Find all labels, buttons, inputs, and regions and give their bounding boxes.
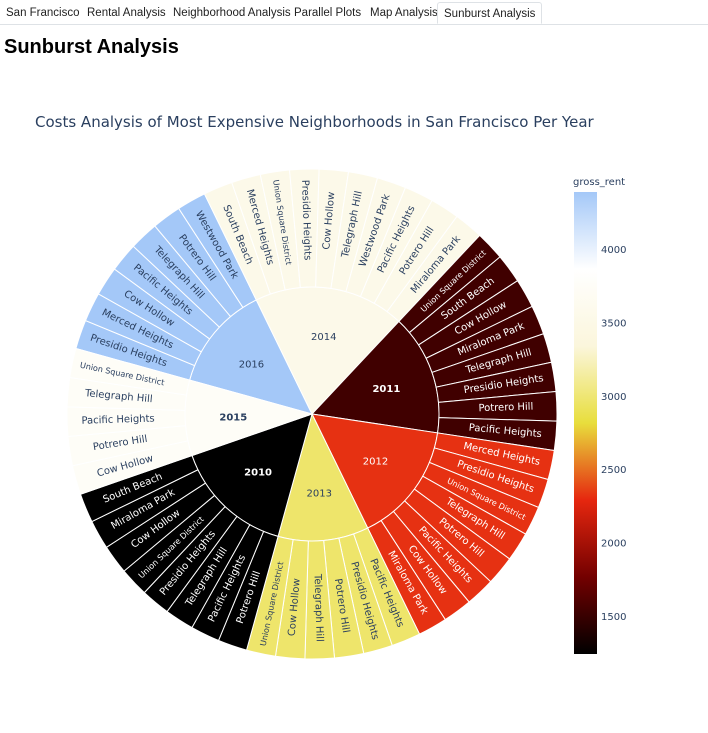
tab-rental-analysis[interactable]: Rental Analysis: [87, 7, 166, 19]
sector-label-2015-pacific-heights: Pacific Heights: [81, 413, 155, 426]
sector-label-2013-cow-hollow: Cow Hollow: [287, 578, 303, 637]
sector-label-2014-presidio-heights: Presidio Heights: [299, 180, 313, 261]
year-label-2015: 2015: [219, 412, 247, 423]
colorbar-tick-2000: 2000: [601, 539, 626, 550]
colorbar-tick-4000: 4000: [601, 245, 626, 256]
sector-2015-union-square-district[interactable]: [69, 347, 191, 396]
year-label-2011: 2011: [372, 384, 400, 395]
tab-sunburst-analysis[interactable]: Sunburst Analysis: [437, 2, 543, 24]
sector-label-2013-telegraph-hill: Telegraph Hill: [312, 573, 325, 642]
colorbar-tick-3000: 3000: [601, 392, 626, 403]
colorbar-bar: [574, 192, 597, 654]
tab-san-francisco[interactable]: San Francisco: [6, 7, 80, 19]
year-label-2012: 2012: [363, 457, 388, 468]
colorbar: gross_rent 1500 2000 2500 3000 3500 4000: [573, 177, 626, 654]
colorbar-tick-3500: 3500: [601, 319, 626, 330]
year-label-2016: 2016: [239, 360, 264, 371]
year-label-2013: 2013: [307, 488, 332, 499]
tab-bar: San Francisco Rental Analysis Neighborho…: [0, 0, 708, 25]
tab-parallel-plots[interactable]: Parallel Plots: [294, 7, 362, 19]
page-title: Sunburst Analysis: [4, 36, 179, 58]
tab-neighborhood-analysis[interactable]: Neighborhood Analysis: [173, 7, 291, 19]
tab-map-analysis[interactable]: Map Analysis: [370, 7, 438, 19]
colorbar-title: gross_rent: [573, 177, 625, 188]
year-label-2014: 2014: [311, 332, 336, 343]
chart-title: Costs Analysis of Most Expensive Neighbo…: [35, 113, 594, 131]
sector-label-2014-cow-hollow: Cow Hollow: [321, 191, 337, 250]
year-label-2010: 2010: [244, 467, 272, 478]
colorbar-tick-1500: 1500: [601, 612, 626, 623]
colorbar-tick-2500: 2500: [601, 465, 626, 476]
sector-label-2011-potrero-hill: Potrero Hill: [478, 402, 533, 415]
